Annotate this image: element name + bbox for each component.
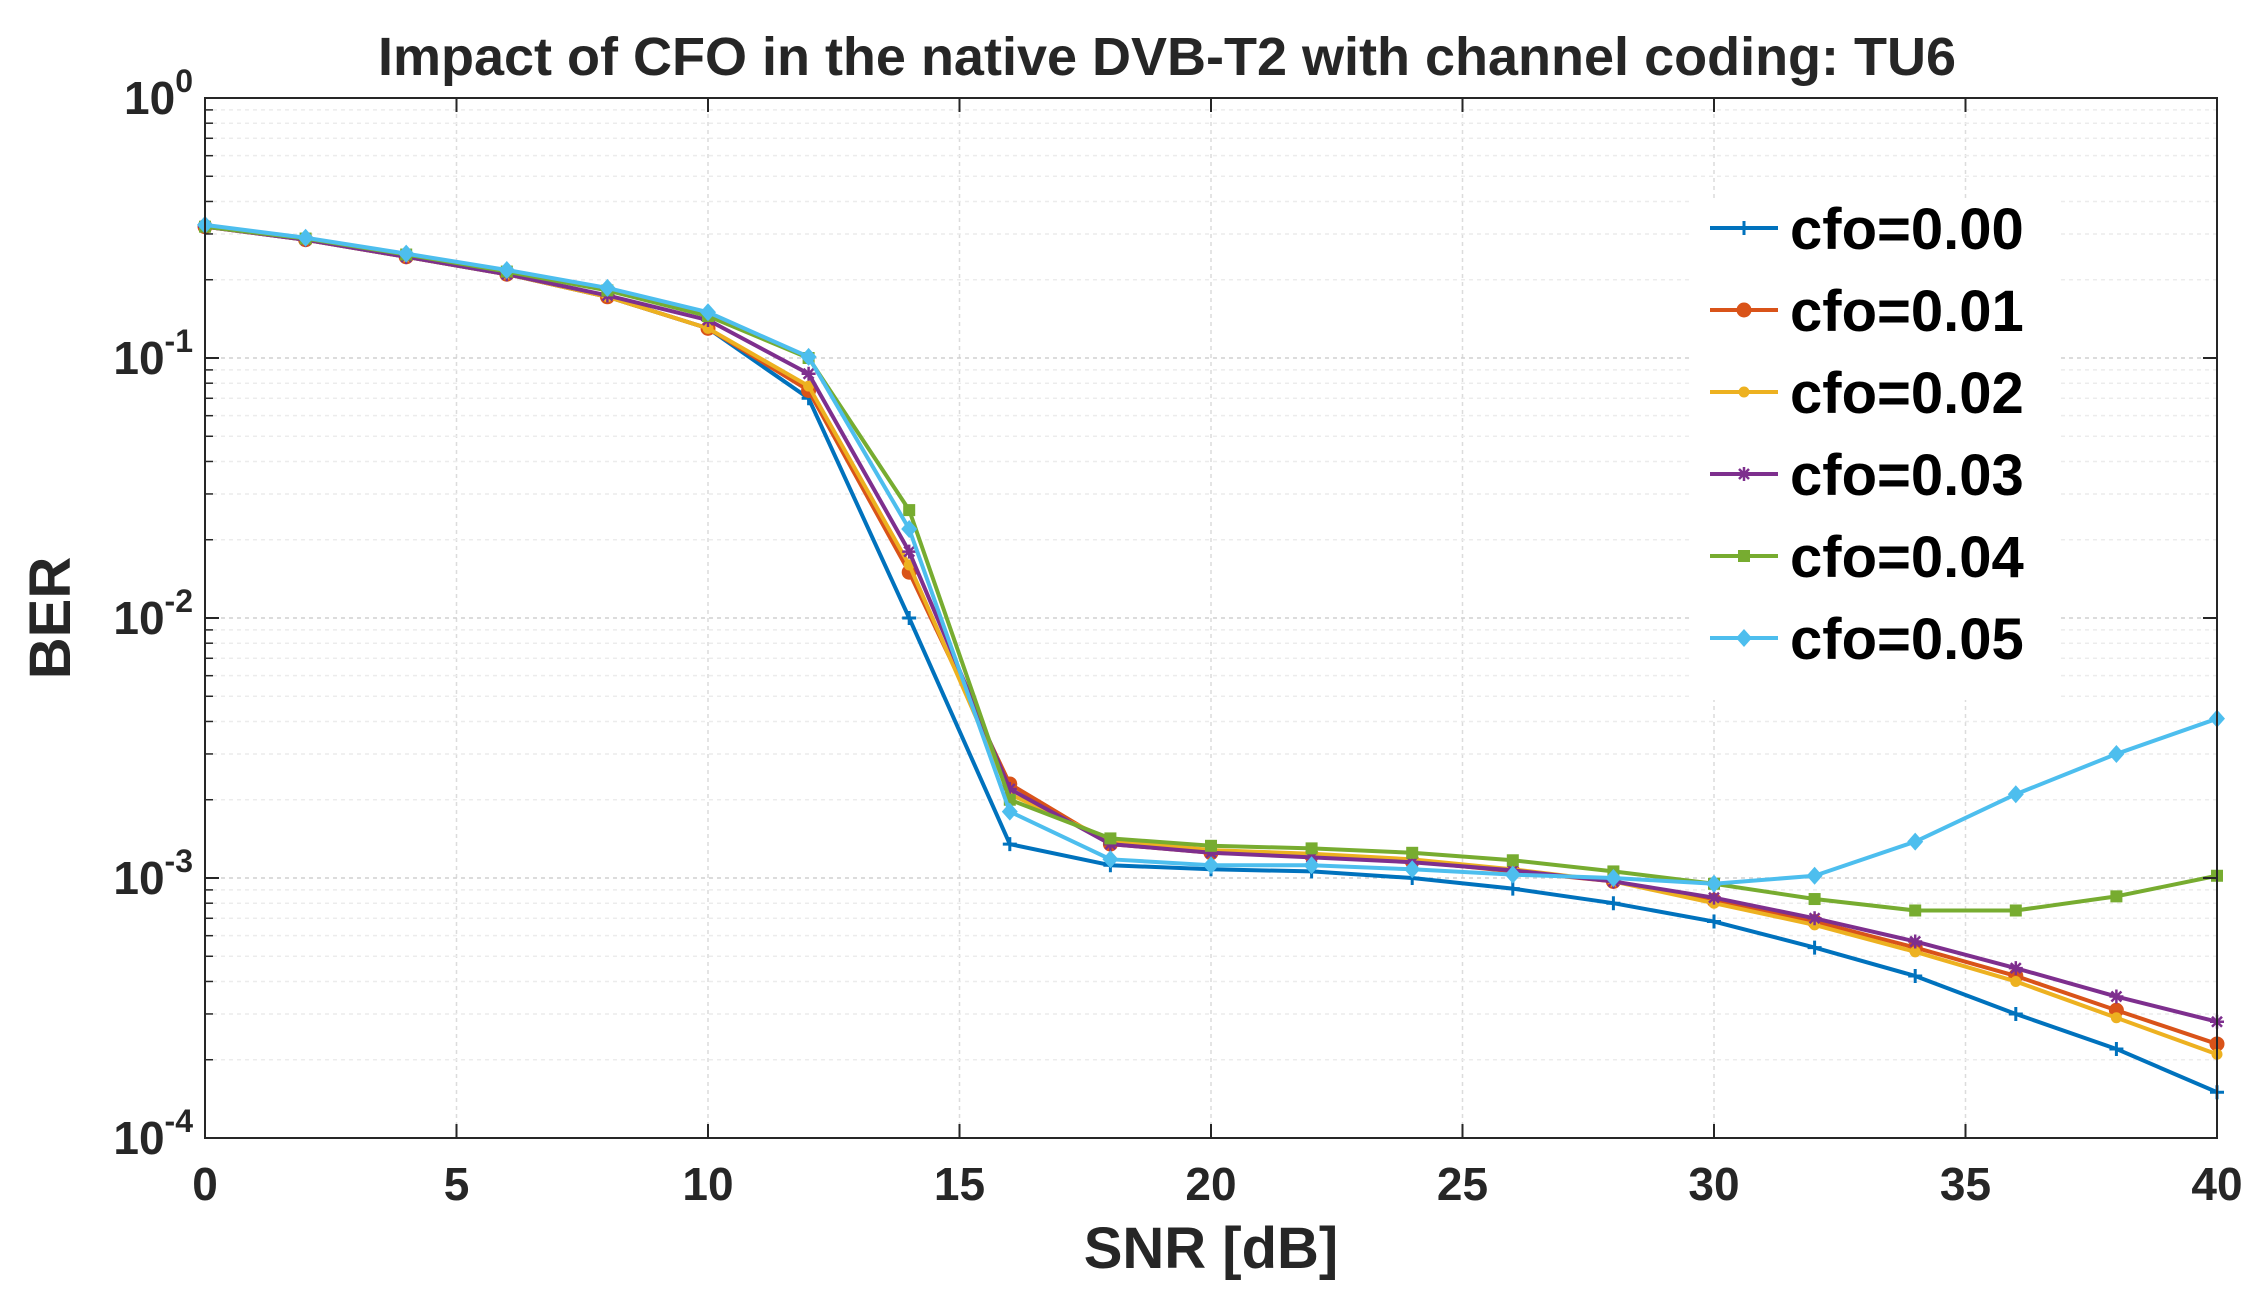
data-point [1303, 856, 1320, 875]
data-point [1736, 302, 1752, 318]
data-point [2009, 904, 2022, 917]
data-point [902, 544, 917, 559]
data-point [2010, 975, 2022, 987]
data-point [1504, 865, 1521, 884]
data-point [1909, 904, 1922, 917]
data-point [1806, 866, 1823, 885]
series-cfo=0.05 [197, 215, 2225, 893]
data-point [1002, 781, 1017, 796]
legend-label: cfo=0.03 [1790, 443, 2024, 508]
data-point [1908, 968, 1923, 983]
data-point [2007, 785, 2024, 804]
data-point [1606, 896, 1621, 911]
data-point [1738, 550, 1750, 562]
data-point [801, 366, 816, 381]
data-point [1707, 890, 1721, 905]
x-tick-label: 35 [1940, 1158, 1991, 1210]
data-point [1908, 934, 1923, 949]
data-point [1808, 893, 1821, 906]
chart-title: Impact of CFO in the native DVB-T2 with … [378, 27, 1956, 87]
data-point [297, 228, 314, 247]
data-point [2008, 1006, 2023, 1021]
y-axis-label: BER [18, 557, 83, 679]
data-point [1204, 845, 1218, 860]
x-axis-label: SNR [dB] [1084, 1216, 1339, 1281]
data-point [1506, 854, 1519, 867]
data-point [1406, 846, 1419, 859]
data-point [1737, 221, 1751, 235]
data-point [1807, 911, 1822, 926]
data-point [1203, 856, 1219, 875]
data-point [903, 504, 916, 517]
y-tick-label: 100 [124, 63, 193, 124]
data-point [1907, 832, 1924, 851]
x-tick-label: 15 [934, 1158, 985, 1210]
data-point [1404, 860, 1421, 879]
data-point [1205, 839, 1217, 852]
ticks: 0 5 10 15 20 25 30 35 40 10-4 10-3 10-2 10-1 100 [113, 63, 2242, 1210]
data-point [1505, 881, 1520, 896]
legend-label: cfo=0.01 [1790, 279, 2024, 344]
data-point [1104, 832, 1117, 845]
legend-label: cfo=0.05 [1790, 607, 2024, 672]
data-point [1706, 874, 1722, 893]
x-tick-label: 20 [1185, 1158, 1236, 1210]
data-point [2110, 890, 2123, 903]
y-tick-label: 10-4 [113, 1103, 193, 1164]
legend: cfo=0.00 cfo=0.01 cfo=0.02 cfo=0.03 cfo=0.04… [1690, 197, 2060, 700]
data-point [2109, 989, 2124, 1004]
data-point [902, 611, 917, 625]
x-tick-label: 5 [444, 1158, 470, 1210]
x-tick-label: 10 [682, 1158, 733, 1210]
data-point [1002, 837, 1017, 852]
x-tick-label: 30 [1688, 1158, 1739, 1210]
data-point [498, 261, 515, 280]
y-tick-label: 10-3 [113, 843, 193, 904]
data-point [700, 303, 716, 322]
data-point [599, 278, 616, 297]
data-point [398, 244, 415, 263]
x-tick-label: 40 [2191, 1158, 2242, 1210]
data-point [2108, 744, 2125, 763]
data-point [1737, 467, 1751, 481]
legend-label: cfo=0.02 [1790, 361, 2024, 426]
data-point [800, 347, 817, 366]
legend-label: cfo=0.00 [1790, 197, 2024, 262]
legend-box [1690, 200, 2060, 700]
data-point [1807, 940, 1822, 955]
data-point [1707, 914, 1721, 929]
data-point [1305, 842, 1318, 855]
data-point [1102, 850, 1119, 869]
data-point [1605, 869, 1622, 887]
x-tick-label: 0 [192, 1158, 218, 1210]
data-point [1738, 386, 1750, 398]
data-point [1736, 629, 1752, 647]
y-tick-label: 10-1 [113, 323, 193, 384]
data-point [1001, 802, 1018, 821]
x-tick-label: 25 [1437, 1158, 1488, 1210]
data-point [2110, 1012, 2122, 1024]
series-layer [197, 215, 2225, 1100]
data-point [2109, 1041, 2124, 1056]
y-tick-label: 10-2 [113, 583, 193, 644]
legend-label: cfo=0.04 [1790, 525, 2024, 590]
data-point [901, 519, 918, 538]
data-point [2008, 961, 2023, 976]
